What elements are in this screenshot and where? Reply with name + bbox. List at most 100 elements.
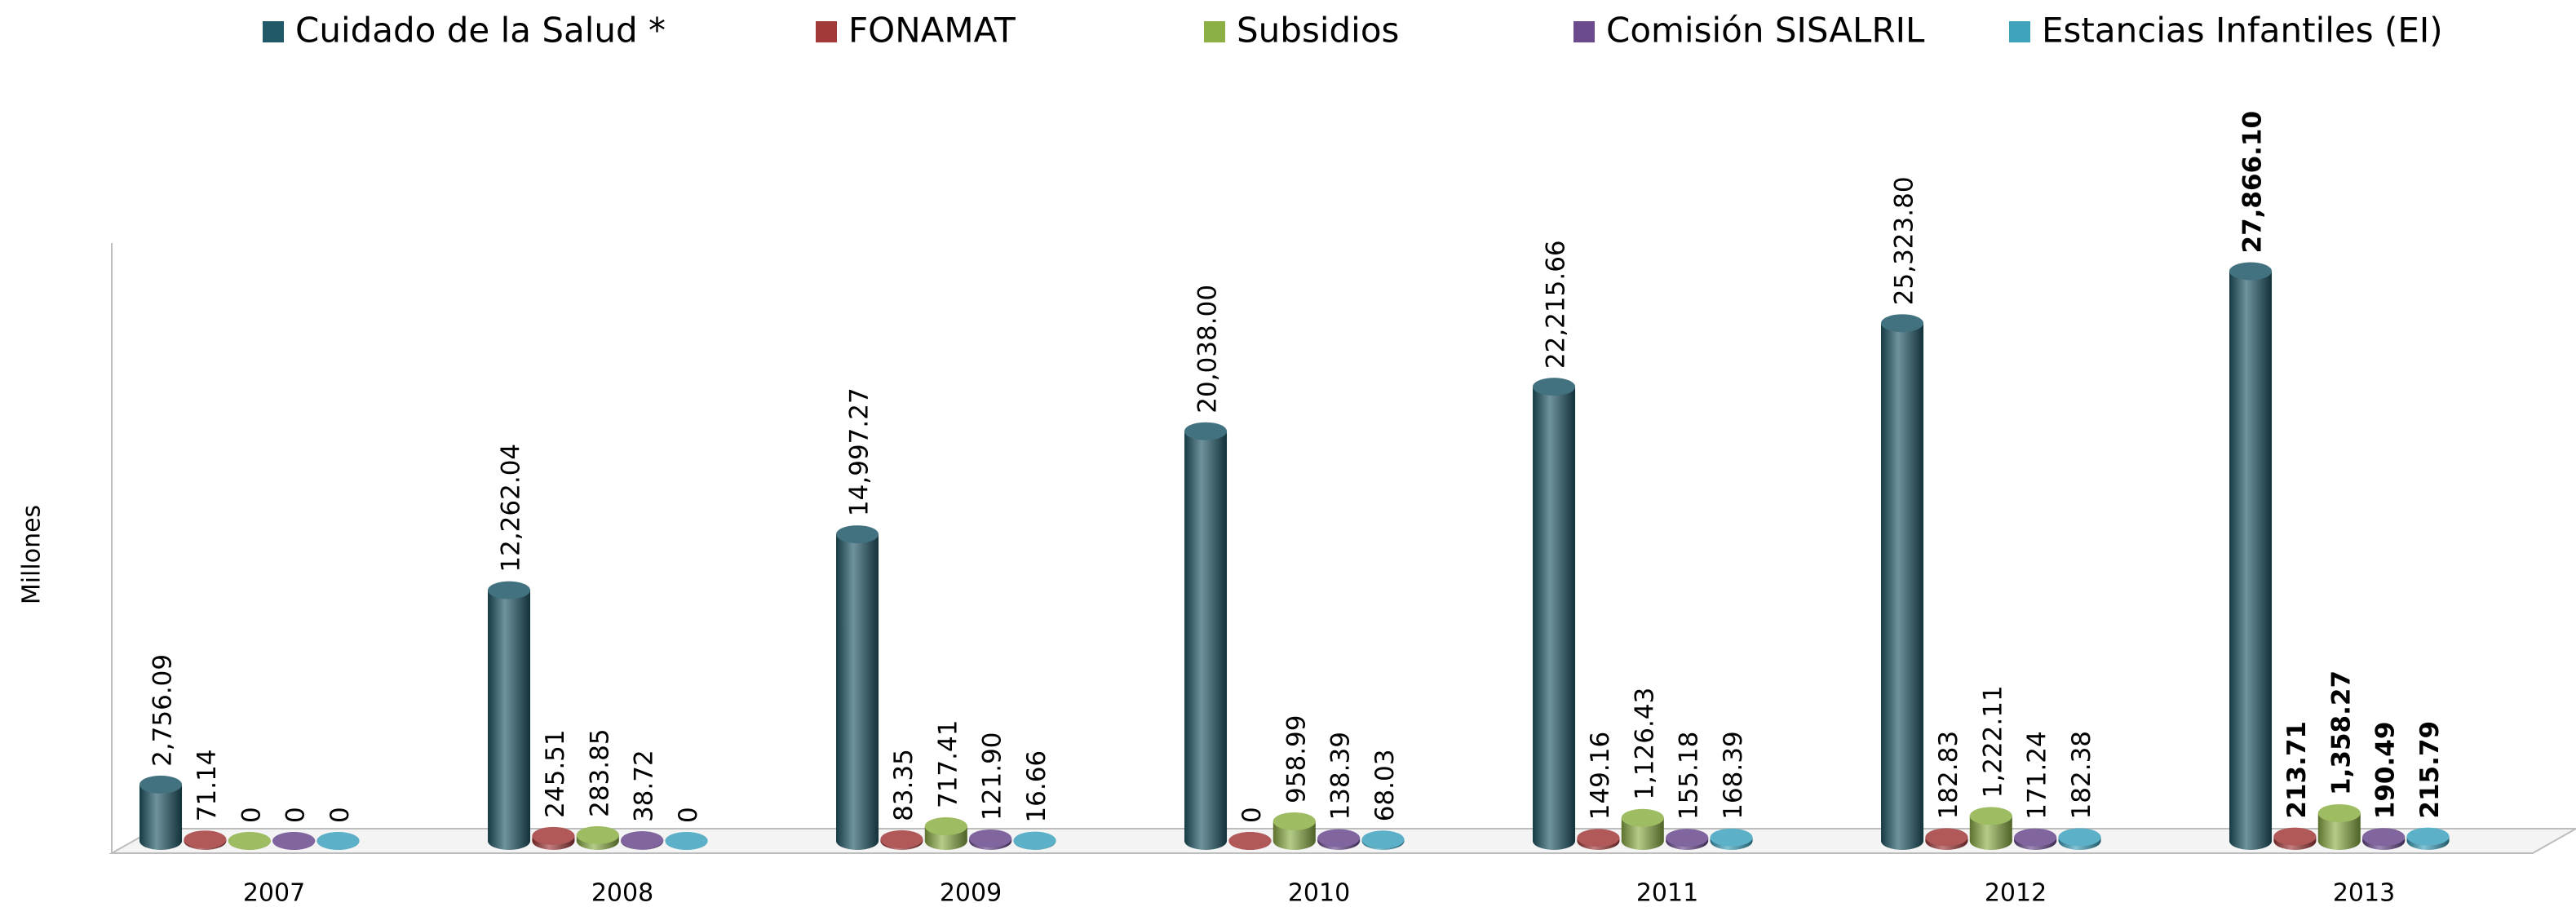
bar [2362, 828, 2406, 850]
legend-swatch [263, 21, 284, 42]
x-tick-label: 2007 [243, 879, 305, 907]
bar [228, 832, 271, 850]
bar [139, 775, 183, 850]
value-label: 0 [325, 807, 355, 823]
value-label: 27,866.10 [2238, 111, 2268, 254]
bar-top [1710, 828, 1753, 847]
bar-top [2058, 828, 2101, 847]
bar [1533, 378, 1576, 850]
bar-top [1925, 828, 1968, 847]
bar-top [184, 830, 227, 849]
value-label: 121.90 [978, 732, 1007, 820]
bar-top [880, 830, 923, 848]
bar [924, 817, 967, 850]
bar-top [532, 826, 575, 845]
legend-label: Comisión SISALRIL [1606, 11, 1925, 51]
bar-top [969, 829, 1012, 847]
bar-top [665, 832, 708, 850]
bar-top [272, 832, 316, 850]
value-label: 71.14 [193, 749, 222, 821]
bar [1969, 807, 2012, 850]
bar-top [1228, 832, 1272, 850]
bar [488, 581, 531, 850]
bar-top [2317, 803, 2361, 822]
bar-top [1969, 807, 2012, 825]
bar-base [836, 832, 879, 850]
bar-top [621, 831, 664, 850]
value-label: 16.66 [1022, 750, 1051, 823]
legend-label: FONAMAT [848, 11, 1016, 51]
bar-top [576, 825, 619, 844]
bar [1710, 828, 1753, 850]
y-axis-label: Millones [18, 505, 46, 604]
bar-top [2362, 828, 2406, 847]
value-label: 245.51 [541, 729, 570, 817]
bar [1666, 829, 1709, 850]
value-label: 958.99 [1281, 715, 1311, 803]
bar-top [139, 775, 183, 794]
bar-top [488, 581, 531, 600]
bar [1361, 830, 1405, 850]
value-label: 182.83 [1934, 731, 1963, 819]
x-tick-label: 2012 [1985, 879, 2047, 907]
bar [1621, 808, 1664, 850]
legend-swatch [816, 21, 837, 42]
value-label: 171.24 [2023, 731, 2052, 819]
value-label: 213.71 [2282, 721, 2312, 819]
bar-top [2229, 262, 2273, 281]
bar-top [1361, 830, 1405, 849]
value-label: 149.16 [1586, 732, 1615, 820]
legend-label: Subsidios [1237, 11, 1399, 51]
bar [1577, 829, 1620, 850]
bar-top [924, 817, 967, 836]
value-label: 283.85 [585, 728, 614, 816]
bar-body [1881, 323, 1924, 841]
bar-top [316, 832, 360, 850]
value-label: 20,038.00 [1193, 285, 1223, 414]
value-label: 68.03 [1370, 750, 1400, 822]
bar [2058, 828, 2101, 850]
legend-label: Cuidado de la Salud * [295, 11, 666, 51]
legend-swatch [2009, 21, 2030, 42]
bar [1228, 832, 1272, 850]
x-tick-label: 2010 [1288, 879, 1350, 907]
value-label: 83.35 [889, 749, 918, 821]
bar-base [1184, 832, 1228, 850]
bar-top [1666, 829, 1709, 847]
bar [665, 832, 708, 850]
bar-top [1184, 422, 1228, 440]
bar [836, 525, 879, 850]
bar [621, 831, 664, 850]
value-label: 12,262.04 [497, 444, 526, 573]
legend-label: Estancias Infantiles (EI) [2042, 11, 2443, 51]
bar-top [1317, 829, 1361, 847]
bar-top [1533, 378, 1576, 396]
value-label: 1,126.43 [1630, 688, 1659, 800]
value-label: 0 [1237, 807, 1267, 823]
bar [576, 825, 619, 850]
bar-top [1273, 812, 1316, 830]
bar-top [836, 525, 879, 544]
bar [1184, 422, 1228, 850]
bar [1013, 831, 1056, 850]
value-label: 25,323.80 [1890, 176, 1919, 305]
x-tick-label: 2009 [940, 879, 1002, 907]
bar [532, 826, 575, 850]
bar-top [2406, 827, 2450, 846]
value-label: 0 [674, 807, 703, 823]
value-label: 1,222.11 [1978, 685, 2007, 798]
value-label: 182.38 [2067, 731, 2096, 819]
value-label: 155.18 [1675, 732, 1704, 820]
bar [1925, 828, 1968, 850]
bar-base [1881, 832, 1924, 850]
value-label: 14,997.27 [845, 387, 874, 516]
value-label: 0 [237, 807, 266, 823]
value-label: 2,756.09 [148, 654, 178, 767]
bar-base [488, 832, 531, 850]
x-tick-label: 2011 [1636, 879, 1698, 907]
legend-swatch [1204, 21, 1225, 42]
bar-body [1533, 387, 1576, 841]
bar-body [1184, 431, 1228, 841]
value-label: 22,215.66 [1542, 240, 1571, 369]
value-label: 717.41 [933, 720, 963, 808]
